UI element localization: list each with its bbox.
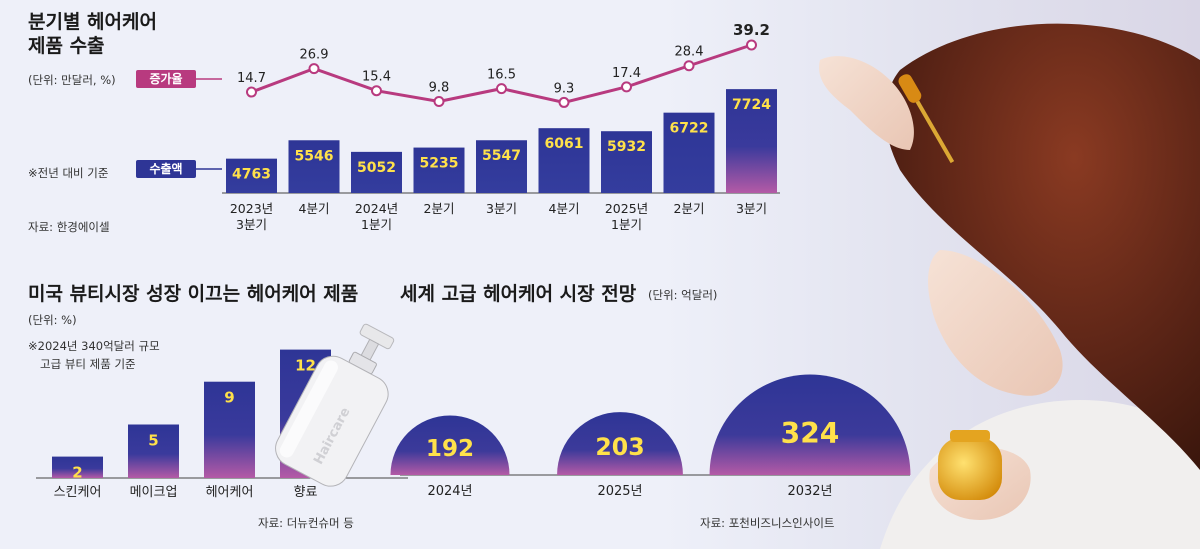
woman-hair-oil-photo	[819, 23, 1200, 549]
category-label: 헤어케어	[206, 485, 254, 500]
growth-rate-label: 28.4	[675, 45, 704, 60]
growth-rate-label: 16.5	[487, 68, 516, 83]
chart3-svg: 192 203 324 2024년 2025년 2032년	[390, 374, 911, 499]
export-value-label: 5235	[420, 156, 459, 172]
x-tick-label: 2025년	[605, 201, 648, 216]
category-label: 스킨케어	[54, 485, 102, 500]
x-tick-label: 3분기	[486, 201, 517, 216]
growth-rate-label: 26.9	[300, 48, 329, 63]
export-bar	[413, 147, 465, 193]
export-bar	[601, 131, 652, 193]
chart2-note-line2: 고급 뷰티 제품 기준	[40, 357, 136, 371]
growth-rate-legend: 증가율	[136, 70, 196, 88]
x-tick-label: 2024년	[355, 201, 398, 216]
share-value-label: 2	[72, 464, 82, 482]
market-size-dome	[709, 374, 911, 475]
chart2-title: 미국 뷰티시장 성장 이끄는 헤어케어 제품	[28, 283, 359, 305]
share-value-label: 12	[295, 357, 316, 375]
x-tick-label: 1분기	[361, 217, 392, 232]
market-size-dome	[557, 412, 683, 475]
export-bar	[538, 128, 590, 193]
export-bar	[226, 158, 277, 193]
share-value-label: 9	[224, 389, 234, 407]
haircare-bottle-illustration: Haircare	[275, 323, 395, 487]
growth-rate-label: 14.7	[237, 71, 266, 86]
growth-rate-point	[308, 63, 320, 75]
chart3-title: 세계 고급 헤어케어 시장 전망	[400, 283, 637, 305]
chart1-title-line1: 분기별 헤어케어	[28, 11, 157, 33]
growth-rate-point	[683, 60, 695, 72]
growth-rate-point	[371, 85, 382, 97]
market-value-label: 192	[426, 436, 474, 462]
growth-rate-label: 17.4	[612, 66, 641, 81]
growth-rate-label: 9.3	[554, 81, 575, 96]
growth-rate-label: 15.4	[362, 70, 391, 85]
x-tick-label: 2분기	[424, 201, 455, 216]
share-bar	[52, 456, 103, 478]
chart1-basis-note: ※전년 대비 기준	[28, 166, 109, 180]
x-tick-label: 1분기	[611, 217, 642, 232]
share-bar	[204, 381, 255, 478]
export-bar	[663, 112, 715, 193]
export-value-label: 6722	[670, 121, 709, 137]
export-value-label: 6061	[545, 136, 584, 152]
export-bar	[726, 89, 777, 193]
export-bar	[476, 140, 527, 193]
category-label: 향료	[294, 485, 318, 500]
growth-rate-point	[558, 96, 570, 108]
growth-rate-label: 9.8	[429, 80, 450, 95]
chart3-unit-note: (단위: 억달러)	[648, 288, 718, 302]
export-value-label: 7724	[732, 97, 771, 113]
x-tick-label: 4분기	[299, 201, 330, 216]
growth-rate-point	[496, 83, 507, 95]
market-value-label: 203	[595, 433, 644, 461]
export-value-label: 5932	[607, 139, 646, 155]
chart1-title-line2: 제품 수출	[28, 35, 105, 57]
x-tick-label: 4분기	[549, 201, 580, 216]
year-label: 2024년	[427, 484, 472, 499]
chart2-svg: 2 5 9 12 스킨케어 메이크업 헤어케어 향료 Haircare	[36, 323, 408, 500]
growth-rate-point	[746, 39, 757, 51]
chart2-note-line1: ※2024년 340억달러 규모	[28, 339, 160, 353]
share-value-label: 5	[148, 432, 158, 450]
chart2-source: 자료: 더뉴컨슈머 등	[258, 516, 354, 530]
x-tick-label: 3분기	[236, 217, 267, 232]
export-value-label: 5547	[482, 148, 521, 164]
chart2-unit-note: (단위: %)	[28, 313, 77, 327]
market-size-dome	[390, 415, 510, 475]
category-label: 메이크업	[130, 485, 178, 500]
export-legend: 수출액	[136, 160, 196, 178]
x-tick-label: 2분기	[674, 201, 705, 216]
chart1-source: 자료: 한경에이셀	[28, 220, 110, 234]
export-value-label: 4763	[232, 167, 271, 183]
market-value-label: 324	[781, 417, 840, 450]
chart1-svg: 4763 14.7 5546 26.9 5052 15.4 5235 9.8 5547 16.5 6…	[196, 21, 780, 232]
share-bar	[128, 424, 179, 478]
export-bar	[351, 151, 402, 193]
x-tick-label: 3분기	[736, 201, 767, 216]
year-label: 2025년	[597, 484, 642, 499]
year-label: 2032년	[787, 484, 832, 499]
growth-rate-label: 39.2	[733, 21, 770, 39]
export-bar	[288, 140, 340, 193]
chart3-source: 자료: 포천비즈니스인사이트	[700, 516, 835, 530]
export-value-label: 5546	[295, 148, 334, 164]
x-tick-label: 2023년	[230, 201, 273, 216]
chart1-unit-note: (단위: 만달러, %)	[28, 73, 116, 87]
growth-rate-point	[433, 95, 445, 107]
growth-rate-point	[246, 86, 257, 98]
export-value-label: 5052	[357, 160, 396, 176]
growth-rate-point	[621, 81, 632, 93]
